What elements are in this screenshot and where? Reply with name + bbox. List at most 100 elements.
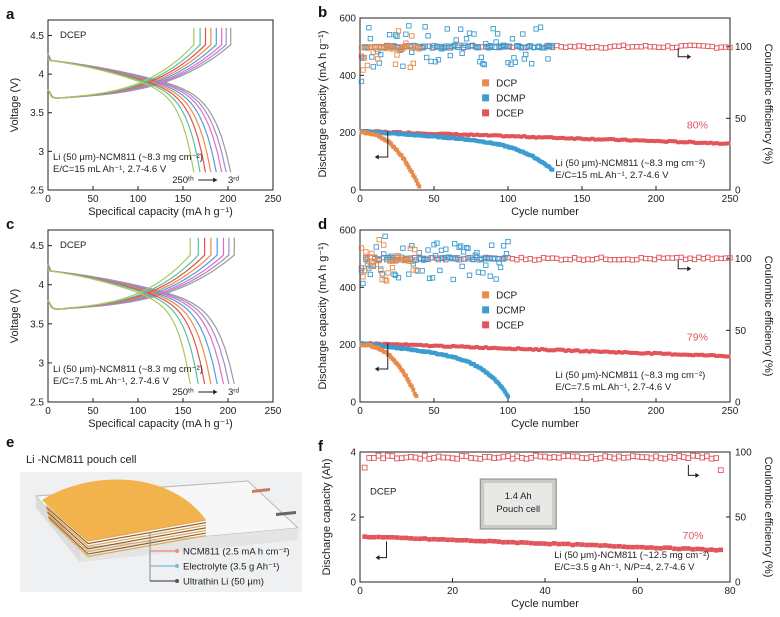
ce-point-DCEP <box>662 455 669 462</box>
capacity-point-DCEP <box>622 137 627 142</box>
capacity-point-DCEP <box>563 348 568 353</box>
capacity-point-DCEP <box>605 349 610 354</box>
capacity-point-DCEP <box>389 342 394 347</box>
capacity-point-DCP <box>406 379 411 384</box>
capacity-point-DCEP <box>708 353 713 358</box>
ce-point-DCEP <box>714 255 720 261</box>
capacity-point-DCEP <box>528 540 534 546</box>
pouch-cell-body <box>484 483 553 525</box>
ce-point-DCEP <box>660 255 667 262</box>
ce-point-DCEP <box>477 455 484 462</box>
ce-point-DCEP <box>505 453 511 459</box>
y-tick-label: 200 <box>339 128 356 139</box>
capacity-point-DCEP <box>602 349 607 354</box>
capacity-point-DCEP <box>510 539 515 545</box>
ce-point-DCP <box>406 44 412 50</box>
capacity-point-DCEP <box>720 141 725 146</box>
capacity-point-DCEP <box>695 546 700 552</box>
capacity-point-DCEP <box>554 136 559 141</box>
capacity-point-DCEP <box>709 547 714 552</box>
capacity-point-DCEP <box>548 348 553 353</box>
ce-point-DCP <box>358 245 365 251</box>
ce-point-DCMP <box>463 36 470 42</box>
y2-axis-label: Coulombic efficiency (%) <box>762 44 774 165</box>
capacity-point-DCEP <box>566 136 571 141</box>
cell-info-line1: Li (50 μm)-NCM811 (~12.5 mg cm⁻²) <box>554 550 709 561</box>
ce-point-DCEP <box>629 44 635 50</box>
ce-point-DCEP <box>554 42 560 49</box>
ce-point-DCEP <box>375 452 382 459</box>
ce-point-DCMP <box>431 242 437 248</box>
capacity-point-DCEP <box>717 353 722 358</box>
stack-layer-front <box>87 529 207 552</box>
capacity-point-DCEP <box>371 534 377 540</box>
ce-point-DCMP <box>492 255 498 261</box>
ce-point-DCEP <box>563 256 569 262</box>
ce-point-DCEP <box>398 455 405 462</box>
capacity-point-DCEP <box>588 542 594 548</box>
panel-tag-dcep: DCEP <box>60 30 86 41</box>
capacity-point-DCEP <box>397 342 402 347</box>
capacity-point-DCEP <box>545 135 550 140</box>
legend-swatch-DCEP <box>482 109 490 117</box>
capacity-point-DCEP <box>533 541 539 546</box>
legend-swatch-DCP <box>482 79 490 87</box>
ce-point-DCMP <box>505 238 511 245</box>
ce-point-DCMP <box>381 251 387 257</box>
ce-point-DCP <box>391 46 397 52</box>
x-tick-label: 200 <box>220 194 237 205</box>
ce-point-DCMP <box>500 42 507 49</box>
x-tick-label: 200 <box>648 406 665 417</box>
capacity-point-DCEP <box>699 546 705 552</box>
capacity-point-DCEP <box>617 138 621 143</box>
capacity-point-DCEP <box>498 133 503 138</box>
layer-label-1: NCM811 (2.5 mA h cm⁻²) <box>183 547 290 558</box>
start-segment-250th <box>47 268 52 272</box>
capacity-point-DCEP <box>464 537 469 543</box>
ce-point-DCEP <box>435 453 442 460</box>
capacity-point-DCEP <box>469 345 473 350</box>
capacity-point-DCEP <box>504 346 509 351</box>
ce-point-DCEP <box>460 256 467 262</box>
ce-point-DCP <box>381 242 387 248</box>
ce-point-DCP <box>409 258 415 264</box>
y2-tick-label: 0 <box>735 578 741 589</box>
x-tick-label: 200 <box>648 194 665 205</box>
capacity-point-DCEP <box>496 539 502 544</box>
ce-point-DCMP <box>517 43 523 50</box>
stack-layer-front <box>87 522 207 545</box>
y-tick-label: 0 <box>350 578 356 589</box>
y-axis-label: Discharge capacity (Ah) <box>321 459 333 576</box>
ce-point-DCEP <box>518 254 524 261</box>
capacity-point-DCEP <box>699 352 704 357</box>
capacity-point-DCP <box>411 387 416 392</box>
x-tick-label: 0 <box>357 194 363 205</box>
ce-point-DCP <box>361 268 368 274</box>
capacity-point-DCEP <box>726 141 731 146</box>
ce-point-DCMP <box>358 78 365 85</box>
capacity-point-DCEP <box>424 343 429 348</box>
ce-point-DCMP <box>480 61 486 67</box>
legend-label-DCP: DCP <box>496 78 517 89</box>
ce-point-DCMP <box>456 244 462 250</box>
capacity-point-DCEP <box>451 343 456 348</box>
ce-point-DCP <box>395 253 402 259</box>
ce-point-DCMP <box>367 35 374 42</box>
capacity-point-DCEP <box>545 348 550 353</box>
x-tick-label: 150 <box>175 194 192 205</box>
ce-point-DCEP <box>412 454 419 461</box>
ce-point-DCMP <box>406 271 412 277</box>
ce-point-DCMP <box>489 242 495 248</box>
ce-point-DCEP <box>563 44 569 51</box>
capacity-point-DCEP <box>711 141 716 146</box>
capacity-point-DCEP <box>501 134 506 139</box>
ce-point-DCEP <box>665 43 671 49</box>
capacity-point-DCP <box>405 162 410 167</box>
capacity-point-DCEP <box>714 141 719 146</box>
ce-point-DCP <box>363 249 369 255</box>
ce-point-DCMP <box>484 255 490 261</box>
ce-point-DCEP <box>593 455 599 462</box>
capacity-point-DCEP <box>572 136 577 141</box>
ce-point-DCMP <box>419 268 425 274</box>
capacity-point-DCEP <box>557 135 562 140</box>
